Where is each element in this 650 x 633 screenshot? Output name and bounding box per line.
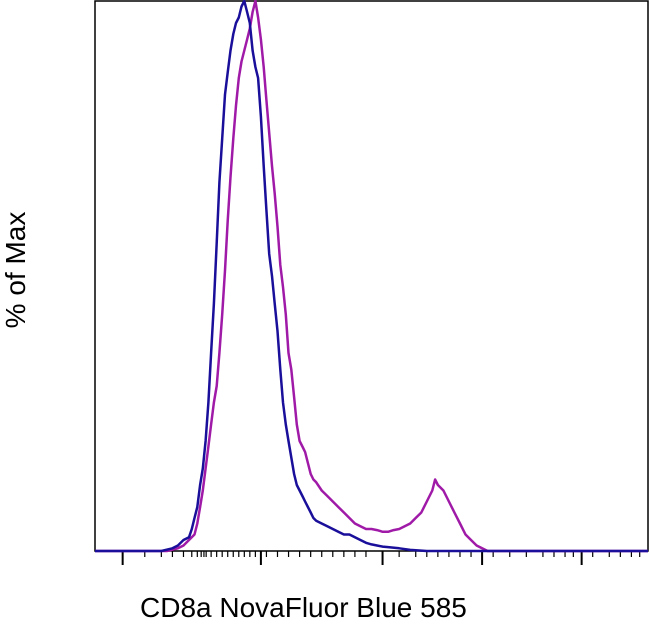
histogram-series-line: [95, 0, 648, 553]
x-axis-ticks: [121, 551, 641, 565]
histogram-curves: [95, 0, 648, 553]
x-axis-label: CD8a NovaFluor Blue 585: [140, 592, 467, 623]
y-axis-label: % of Max: [0, 211, 31, 329]
histogram-series-line: [95, 0, 648, 553]
plot-frame: [94, 0, 649, 552]
